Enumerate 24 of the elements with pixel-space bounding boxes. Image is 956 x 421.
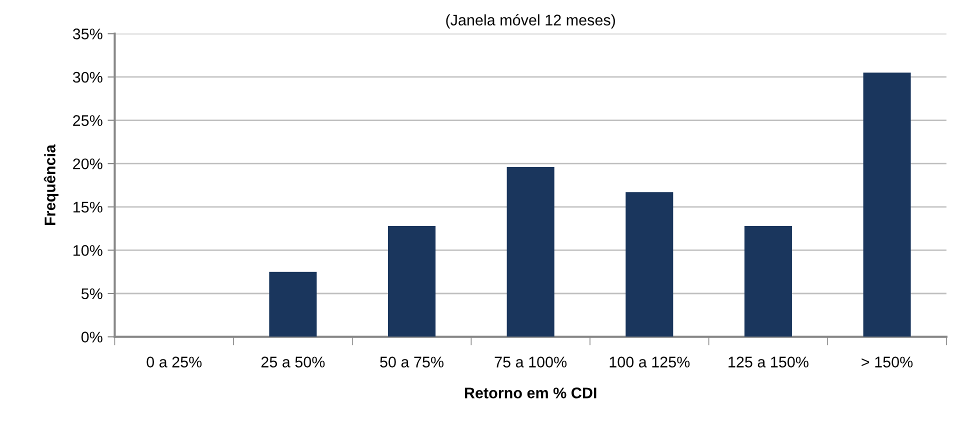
y-tick-label: 0%: [81, 332, 102, 342]
bar: [626, 192, 674, 337]
y-tick-label: 5%: [81, 288, 102, 300]
x-tick-label: 0 a 25%: [146, 356, 202, 368]
y-tick-label: 15%: [74, 202, 102, 213]
x-tick-label: > 150%: [862, 356, 913, 368]
y-axis-title: Frequência: [44, 144, 58, 225]
x-axis-title: Retorno em % CDI: [464, 388, 596, 398]
y-tick-label: 25%: [73, 115, 102, 126]
bar: [269, 272, 317, 337]
chart-subtitle: (Janela móvel 12 meses): [446, 14, 615, 29]
x-tick-label: 75 a 100%: [494, 356, 567, 368]
y-tick-label: 20%: [73, 158, 102, 170]
x-tick-label: 100 a 125%: [610, 356, 690, 368]
bar: [744, 226, 792, 337]
bar: [506, 167, 554, 337]
x-tick-label: 50 a 75%: [380, 356, 444, 368]
bar: [388, 226, 436, 337]
bar: [863, 72, 911, 337]
x-tick-label: 125 a 150%: [728, 356, 808, 368]
y-tick-label: 35%: [72, 28, 102, 40]
y-tick-label: 30%: [72, 72, 102, 83]
x-tick-label: 25 a 50%: [261, 356, 325, 368]
y-tick-label: 10%: [74, 245, 102, 256]
